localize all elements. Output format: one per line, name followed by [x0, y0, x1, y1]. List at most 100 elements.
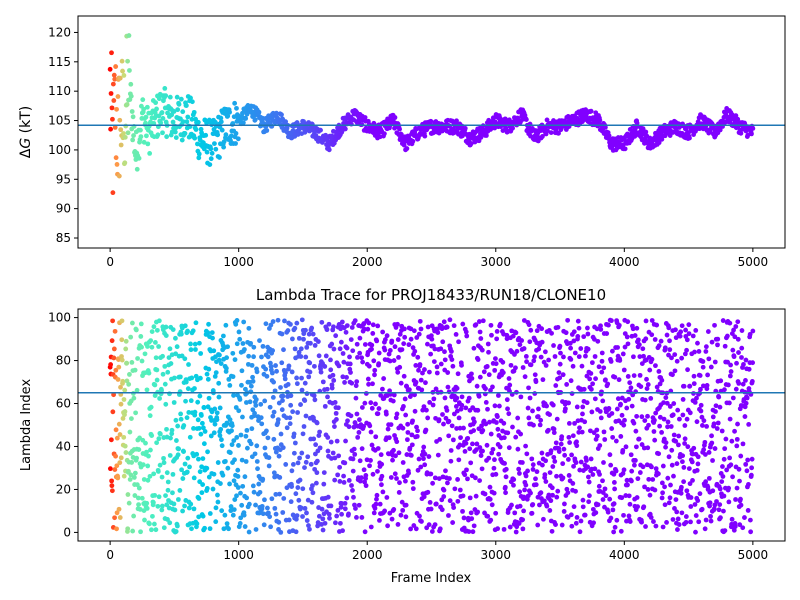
lambda-data-point: [585, 346, 591, 352]
lambda-data-point: [258, 401, 264, 407]
lambda-data-point: [268, 322, 274, 328]
lambda-data-point: [535, 522, 541, 528]
lambda-data-point: [303, 459, 309, 465]
lambda-data-point: [280, 393, 286, 399]
lambda-data-point: [344, 495, 350, 501]
lambda-data-point: [192, 341, 198, 347]
lambda-data-point: [683, 514, 689, 519]
lambda-data-point: [543, 479, 549, 484]
dg-data-point: [138, 127, 143, 133]
dg-data-point: [667, 133, 673, 138]
dg-data-point: [410, 138, 416, 144]
lambda-data-point: [401, 341, 407, 347]
lambda-data-point: [710, 458, 715, 463]
lambda-data-point: [705, 372, 711, 378]
lambda-data-point: [459, 362, 464, 368]
lambda-data-point: [351, 494, 356, 500]
lambda-data-point: [517, 471, 522, 476]
lambda-data-point: [296, 349, 302, 355]
lambda-data-point: [601, 429, 607, 435]
lambda-data-point: [629, 468, 635, 474]
lambda-data-point: [625, 319, 631, 325]
lambda-data-point: [505, 406, 510, 412]
lambda-data-point: [267, 514, 273, 520]
y-tick-label: 95: [56, 172, 71, 186]
lambda-data-point: [296, 335, 302, 341]
lambda-data-point: [250, 374, 255, 380]
lambda-data-point: [298, 354, 304, 359]
lambda-data-point: [342, 380, 347, 385]
lambda-data-point: [215, 492, 220, 498]
dg-data-point: [215, 132, 221, 138]
lambda-data-point: [458, 406, 464, 412]
lambda-data-point: [479, 466, 485, 472]
lambda-data-point: [558, 441, 564, 447]
lambda-data-point: [735, 319, 741, 325]
lambda-data-point: [215, 460, 221, 465]
dg-data-point: [109, 105, 115, 111]
dg-data-point: [208, 156, 214, 162]
lambda-data-point: [165, 487, 171, 493]
lambda-data-point: [694, 419, 700, 425]
lambda-data-point: [152, 382, 158, 388]
lambda-data-point: [127, 372, 132, 377]
lambda-data-point: [404, 437, 410, 443]
y-tick-label: 100: [48, 143, 71, 157]
lambda-data-point: [719, 479, 725, 485]
lambda-data-point: [614, 406, 620, 412]
lambda-data-point: [357, 417, 362, 423]
lambda-data-point: [481, 369, 487, 375]
lambda-data-point: [722, 528, 728, 534]
lambda-data-point: [607, 452, 613, 458]
lambda-data-point: [410, 479, 416, 485]
lambda-data-point: [403, 514, 409, 520]
lambda-data-point: [297, 455, 302, 461]
lambda-data-point: [134, 387, 140, 393]
lambda-data-point: [628, 385, 634, 391]
lambda-data-point: [539, 326, 545, 332]
lambda-data-point: [570, 433, 576, 439]
lambda-data-point: [426, 369, 432, 375]
dg-data-point: [588, 108, 594, 114]
lambda-data-point: [698, 408, 704, 414]
dg-data-point: [204, 149, 210, 155]
lambda-data-point: [573, 488, 578, 494]
lambda-data-point: [512, 510, 518, 516]
lambda-data-point: [230, 374, 236, 380]
lambda-data-point: [253, 397, 259, 402]
lambda-data-point: [666, 454, 672, 460]
lambda-data-point: [318, 369, 324, 375]
lambda-data-point: [293, 491, 299, 497]
lambda-data-point: [639, 442, 645, 447]
lambda-data-point: [726, 485, 732, 491]
lambda-data-point: [312, 343, 318, 348]
dg-data-point: [382, 131, 387, 137]
x-tick-label: 4000: [609, 255, 640, 269]
lambda-data-point: [304, 518, 310, 523]
lambda-data-point: [491, 465, 497, 471]
dg-data-point: [219, 127, 225, 133]
dg-data-point: [468, 141, 474, 146]
lambda-data-point: [266, 510, 271, 516]
lambda-data-point: [740, 525, 746, 531]
lambda-data-point: [175, 497, 181, 502]
lambda-data-point: [160, 353, 165, 359]
lambda-data-point: [384, 333, 390, 339]
lambda-data-point: [585, 464, 591, 470]
lambda-data-point: [407, 445, 413, 451]
lambda-data-point: [238, 432, 244, 438]
lambda-data-point: [298, 505, 304, 511]
lambda-data-point: [429, 529, 435, 534]
lambda-data-point: [204, 485, 210, 491]
lambda-data-point: [585, 325, 590, 331]
lambda-data-point: [542, 472, 548, 478]
lambda-data-point: [698, 386, 703, 392]
lambda-data-point: [704, 424, 710, 429]
lambda-data-point: [297, 477, 303, 483]
lambda-data-point: [142, 351, 148, 357]
lambda-data-point: [662, 502, 668, 508]
lambda-data-point: [568, 512, 574, 518]
lambda-data-point: [566, 421, 572, 426]
lambda-data-point: [648, 395, 654, 401]
lambda-data-point: [746, 366, 752, 372]
